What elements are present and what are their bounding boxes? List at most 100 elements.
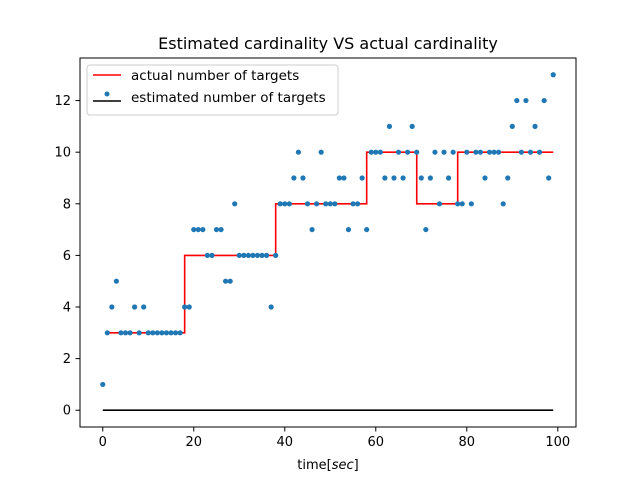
scatter-point xyxy=(523,97,529,104)
y-tick-label: 0 xyxy=(63,404,71,419)
scatter-point xyxy=(250,252,256,259)
scatter-point xyxy=(473,149,479,155)
scatter-point xyxy=(277,201,283,207)
legend-label-estimated: estimated number of targets xyxy=(131,90,326,106)
scatter-point xyxy=(427,175,433,181)
scatter-point xyxy=(486,149,493,155)
scatter-point xyxy=(177,330,183,336)
x-tick-label: 80 xyxy=(459,435,476,450)
scatter-point xyxy=(200,226,206,233)
scatter-point xyxy=(232,201,238,207)
x-tick-label: 60 xyxy=(368,435,385,450)
legend-box xyxy=(86,64,339,116)
scatter-point xyxy=(527,149,534,155)
scatter-point xyxy=(263,252,270,259)
scatter-point xyxy=(341,175,347,181)
scatter-point xyxy=(436,201,443,207)
scatter-point xyxy=(195,226,201,233)
scatter-point xyxy=(405,149,411,155)
scatter-point xyxy=(423,226,429,233)
scatter-point xyxy=(391,175,397,181)
scatter-point xyxy=(409,123,415,129)
scatter-point xyxy=(223,278,229,284)
scatter-point xyxy=(345,226,352,233)
scatter-point xyxy=(455,201,461,207)
scatter-point xyxy=(395,149,402,155)
scatter-point xyxy=(141,304,147,310)
scatter-point xyxy=(172,330,179,336)
scatter-point xyxy=(354,201,361,207)
scatter-point xyxy=(236,252,242,259)
x-axis-label-unit: sec xyxy=(332,458,354,473)
legend-swatch-points xyxy=(104,91,110,97)
scatter-point xyxy=(245,252,251,259)
scatter-point xyxy=(268,304,274,310)
scatter-point xyxy=(541,97,547,104)
scatter-point xyxy=(373,149,379,155)
scatter-point xyxy=(191,226,197,233)
scatter-point xyxy=(273,252,279,259)
scatter-point xyxy=(536,149,543,155)
y-tick-label: 2 xyxy=(63,352,71,367)
scatter-point xyxy=(441,149,447,155)
scatter-point xyxy=(213,226,220,233)
scatter-point xyxy=(300,175,306,181)
x-axis-label-prefix: time xyxy=(297,458,326,473)
scatter-point xyxy=(286,201,292,207)
scatter-point xyxy=(418,175,424,181)
x-axis-label: time[sec] xyxy=(297,458,358,473)
scatter-point xyxy=(546,175,552,181)
scatter-point xyxy=(204,252,211,259)
scatter-point xyxy=(336,175,342,181)
x-axis-label-close: ] xyxy=(354,458,359,473)
scatter-point xyxy=(377,149,383,155)
scatter-point xyxy=(550,72,556,78)
scatter-point xyxy=(218,226,224,233)
scatter-point xyxy=(323,201,329,207)
scatter-point xyxy=(500,201,506,207)
scatter-point xyxy=(122,330,129,336)
scatter-point xyxy=(118,330,124,336)
scatter-point xyxy=(364,226,370,233)
scatter-point xyxy=(109,304,115,310)
scatter-point xyxy=(359,175,365,181)
scatter-point xyxy=(314,201,320,207)
legend-label-actual: actual number of targets xyxy=(131,68,299,84)
scatter-point xyxy=(168,330,174,336)
scatter-point xyxy=(505,175,511,181)
scatter-point xyxy=(163,330,170,336)
x-axis-label-open: [ xyxy=(327,458,332,473)
scatter-point xyxy=(368,149,374,155)
scatter-point xyxy=(282,201,288,207)
x-tick-label: 20 xyxy=(185,435,202,450)
scatter-point xyxy=(113,278,120,284)
chart-title: Estimated cardinality VS actual cardinal… xyxy=(158,34,498,53)
scatter-point xyxy=(496,149,502,155)
scatter-point xyxy=(159,330,165,336)
scatter-point xyxy=(227,278,233,284)
y-tick-label: 10 xyxy=(54,146,71,161)
y-tick-label: 12 xyxy=(54,94,71,109)
y-tick-label: 8 xyxy=(63,197,71,212)
x-tick-label: 40 xyxy=(276,435,293,450)
scatter-point xyxy=(254,252,261,259)
scatter-point xyxy=(132,304,138,310)
scatter-point xyxy=(309,226,315,233)
scatter-point xyxy=(104,330,110,336)
scatter-point xyxy=(291,175,297,181)
scatter-point xyxy=(477,149,484,155)
scatter-point xyxy=(514,97,520,104)
scatter-point xyxy=(209,252,215,259)
scatter-point xyxy=(150,330,156,336)
scatter-point xyxy=(468,201,474,207)
scatter-point xyxy=(136,330,142,336)
scatter-point xyxy=(100,381,106,388)
legend: actual number of targets estimated numbe… xyxy=(86,64,339,116)
scatter-point xyxy=(327,201,333,207)
scatter-point xyxy=(259,252,265,259)
series-line-actual xyxy=(107,151,554,334)
scatter-point xyxy=(127,330,133,336)
scatter-point xyxy=(154,330,160,336)
scatter-point xyxy=(459,201,465,207)
scatter-point xyxy=(414,149,420,155)
